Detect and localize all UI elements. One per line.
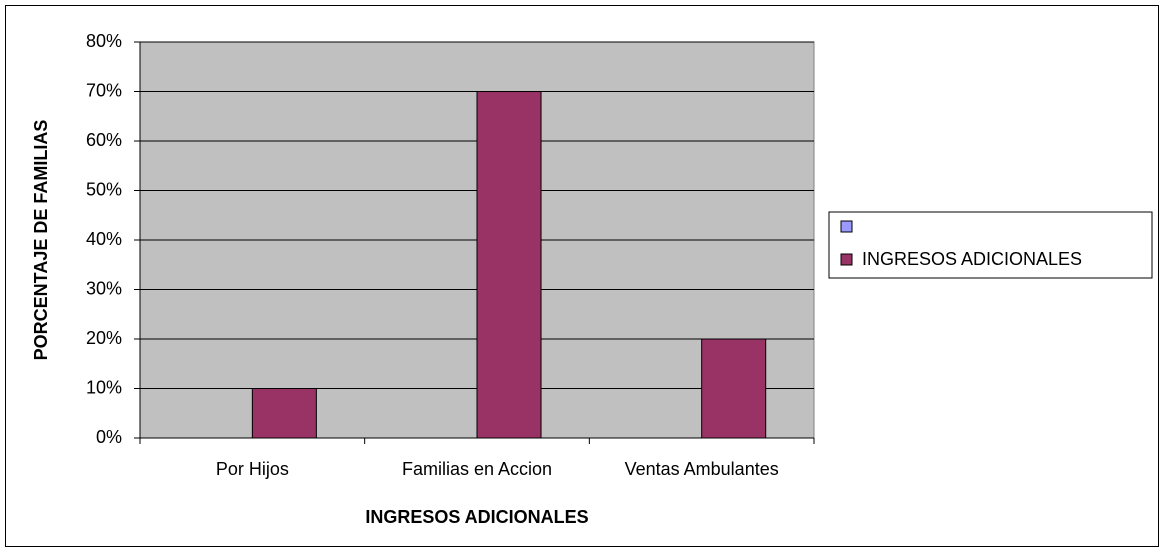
y-tick-label: 70% bbox=[86, 80, 122, 100]
x-axis-title: INGRESOS ADICIONALES bbox=[365, 507, 588, 527]
y-tick-label: 20% bbox=[86, 328, 122, 348]
legend-box bbox=[828, 211, 1153, 279]
x-tick-label: Familias en Accion bbox=[402, 459, 552, 479]
y-tick-label: 0% bbox=[96, 427, 122, 447]
y-tick-label: 50% bbox=[86, 179, 122, 199]
x-tick-label: Ventas Ambulantes bbox=[625, 459, 779, 479]
bar bbox=[701, 338, 767, 439]
x-tick-label: Por Hijos bbox=[216, 459, 289, 479]
y-tick-label: 30% bbox=[86, 278, 122, 298]
legend-swatch bbox=[840, 220, 853, 233]
legend-label: INGRESOS ADICIONALES bbox=[862, 249, 1082, 269]
y-tick-label: 10% bbox=[86, 377, 122, 397]
legend-swatch bbox=[840, 253, 853, 266]
y-tick-label: 40% bbox=[86, 229, 122, 249]
bar bbox=[476, 91, 542, 439]
y-tick-label: 80% bbox=[86, 31, 122, 51]
bar bbox=[251, 388, 317, 439]
y-axis-title: PORCENTAJE DE FAMILIAS bbox=[31, 120, 51, 361]
y-tick-label: 60% bbox=[86, 130, 122, 150]
